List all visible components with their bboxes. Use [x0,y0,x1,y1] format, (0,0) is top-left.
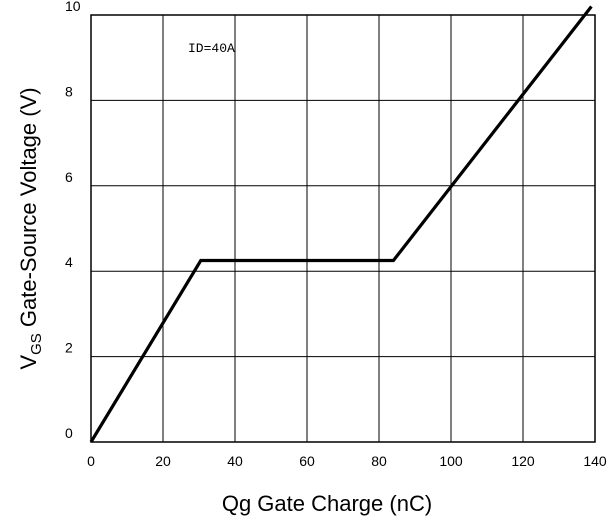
x-tick-label: 80 [371,453,387,469]
y-axis-label: VGS Gate-Source Voltage (V) [16,87,45,369]
id-annotation: ID=40A [188,41,235,56]
series-group [89,5,593,443]
x-tick-labels: 0 20 40 60 80 100 120 140 [87,453,607,469]
x-tick-label: 100 [439,453,463,469]
y-axis-label-subscript: GS [28,333,45,355]
x-tick-label: 40 [227,453,243,469]
y-axis-label-prefix: V [16,355,41,370]
x-tick-label: 20 [155,453,171,469]
y-axis-label-suffix: Gate-Source Voltage (V) [16,87,41,333]
grid-lines [90,14,596,443]
x-axis-label: Qg Gate Charge (nC) [222,491,432,516]
y-tick-label: 0 [65,425,73,441]
y-tick-label: 4 [65,254,73,270]
y-tick-labels: 0 2 4 6 8 10 [65,0,81,441]
y-tick-label: 6 [65,169,73,185]
series-line [89,5,593,443]
x-tick-label: 120 [511,453,535,469]
y-tick-label: 2 [65,340,73,356]
x-tick-label: 0 [87,453,95,469]
y-tick-label: 10 [65,0,81,14]
x-tick-label: 140 [583,453,607,469]
x-tick-label: 60 [299,453,315,469]
plot-frame [90,14,596,443]
y-tick-label: 8 [65,83,73,99]
